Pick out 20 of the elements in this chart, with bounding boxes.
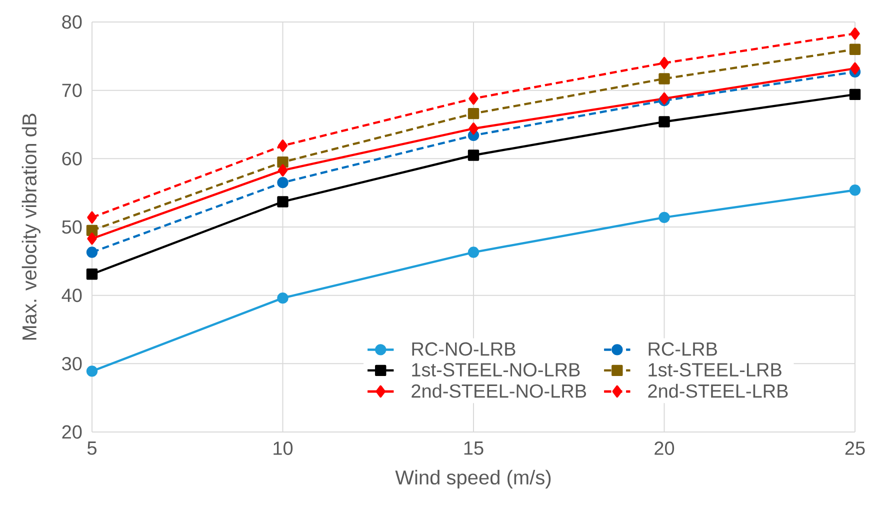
x-tick-label: 20: [654, 442, 674, 455]
x-tick-label: 25: [845, 442, 865, 455]
y-tick-label: 20: [62, 425, 82, 439]
legend-label: 2nd-STEEL-LRB: [648, 384, 788, 398]
legend-label: RC-NO-LRB: [412, 342, 516, 356]
y-axis-title: Max. velocity vibration dB: [22, 114, 40, 340]
x-axis-title: Wind speed (m/s): [395, 470, 551, 488]
legend-label: RC-LRB: [648, 342, 717, 356]
x-tick-label: 15: [464, 442, 484, 455]
legend-label: 2nd-STEEL-NO-LRB: [412, 384, 586, 398]
y-tick-label: 80: [62, 15, 82, 29]
legend-label: 1st-STEEL-NO-LRB: [412, 363, 580, 377]
x-tick-label: 5: [87, 442, 96, 455]
y-tick-label: 50: [62, 220, 82, 234]
x-tick-label: 10: [274, 442, 293, 455]
y-tick-label: 60: [62, 152, 82, 166]
y-tick-label: 40: [62, 288, 82, 302]
y-tick-label: 30: [62, 356, 82, 370]
y-tick-label: 70: [62, 84, 82, 98]
legend-label: 1st-STEEL-LRB: [648, 363, 782, 377]
